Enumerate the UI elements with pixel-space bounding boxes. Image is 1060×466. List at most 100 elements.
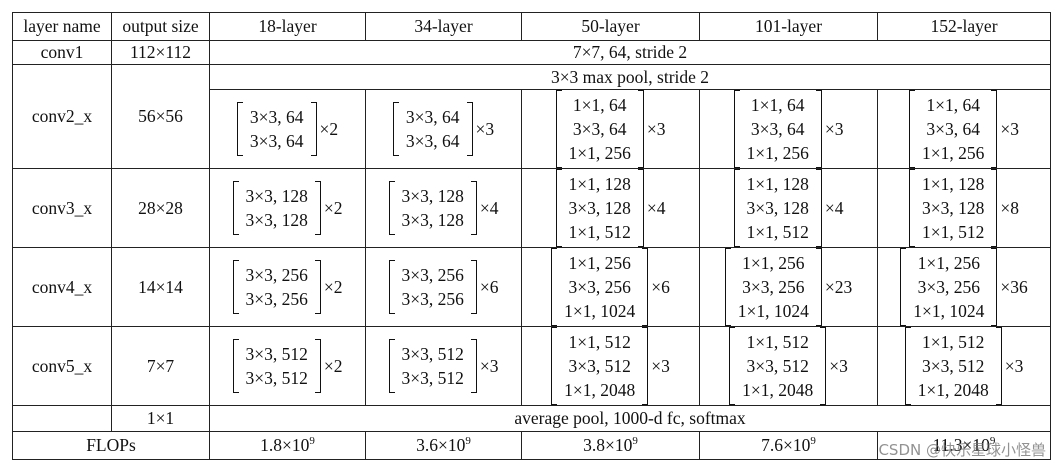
block-spec: 3×3, 256 3×3, 256 ×2 xyxy=(232,260,343,314)
left-bracket xyxy=(724,248,731,326)
bracket-matrix: 1×1, 512 3×3, 512 1×1, 2048 xyxy=(729,327,827,405)
block-layer-line: 1×1, 512 xyxy=(922,222,985,242)
block-spec: 3×3, 64 3×3, 64 ×3 xyxy=(392,102,494,156)
header-output-size: output size xyxy=(111,12,210,41)
block-layer-line: 1×1, 128 xyxy=(746,174,809,194)
block-layer-line: 1×1, 2048 xyxy=(917,380,989,400)
block-multiplier: ×3 xyxy=(479,355,499,376)
block-layer-line: 1×1, 512 xyxy=(746,332,809,352)
block-cell: 3×3, 128 3×3, 128 ×2 xyxy=(209,168,366,248)
block-multiplier: ×3 xyxy=(1000,118,1019,139)
block-multiplier: ×2 xyxy=(323,276,343,297)
block-cell: 1×1, 128 3×3, 128 1×1, 512 ×8 xyxy=(877,168,1051,248)
left-bracket xyxy=(909,169,915,247)
block-multiplier: ×4 xyxy=(479,197,499,218)
conv2-size: 56×56 xyxy=(111,64,210,169)
bracket-matrix: 3×3, 512 3×3, 512 xyxy=(388,339,477,393)
bracket-matrix: 1×1, 64 3×3, 64 1×1, 256 xyxy=(909,90,998,168)
right-bracket xyxy=(820,327,827,405)
block-cell: 3×3, 512 3×3, 512 ×2 xyxy=(209,326,366,406)
flops-exponent: 9 xyxy=(989,435,996,447)
block-multiplier: ×2 xyxy=(323,355,343,376)
conv1-spec: 7×7, 64, stride 2 xyxy=(209,40,1051,65)
left-bracket xyxy=(555,169,562,247)
conv3-size: 28×28 xyxy=(111,168,210,248)
block-layer-line: 3×3, 128 xyxy=(401,186,464,206)
bracket-matrix: 1×1, 256 3×3, 256 1×1, 1024 xyxy=(724,248,822,326)
right-bracket xyxy=(815,90,822,168)
block-layer-line: 1×1, 256 xyxy=(742,253,805,273)
block-layer-line: 3×3, 256 xyxy=(245,265,308,285)
right-bracket xyxy=(314,181,321,235)
left-bracket xyxy=(232,260,239,314)
bracket-matrix: 3×3, 512 3×3, 512 xyxy=(232,339,321,393)
block-spec: 3×3, 512 3×3, 512 ×3 xyxy=(388,339,499,393)
bracket-matrix: 1×1, 256 3×3, 256 1×1, 1024 xyxy=(551,248,649,326)
block-cell: 1×1, 512 3×3, 512 1×1, 2048 ×3 xyxy=(521,326,700,406)
flops-value: 7.6×109 xyxy=(699,431,878,460)
conv1-row: conv1 112×112 7×7, 64, stride 2 xyxy=(12,40,1051,65)
bracket-matrix: 3×3, 256 3×3, 256 xyxy=(388,260,477,314)
left-bracket xyxy=(236,102,243,156)
flops-value: 3.8×109 xyxy=(521,431,700,460)
block-multiplier: ×6 xyxy=(651,276,670,297)
block-cell: 3×3, 256 3×3, 256 ×2 xyxy=(209,247,366,327)
block-layer-line: 3×3, 256 xyxy=(245,289,308,309)
final-size: 1×1 xyxy=(111,405,210,432)
left-bracket xyxy=(551,327,558,405)
left-bracket xyxy=(733,90,740,168)
block-layer-line: 1×1, 256 xyxy=(568,253,631,273)
bracket-matrix: 1×1, 256 3×3, 256 1×1, 1024 xyxy=(900,248,998,326)
block-multiplier: ×2 xyxy=(319,118,339,139)
final-spec: average pool, 1000-d fc, softmax xyxy=(209,405,1051,432)
block-spec: 1×1, 128 3×3, 128 1×1, 512 ×8 xyxy=(909,169,1019,247)
resnet-architecture-table: layer name output size 18-layer 34-layer… xyxy=(12,12,1051,460)
block-layer-line: 1×1, 2048 xyxy=(742,380,814,400)
conv1-size: 112×112 xyxy=(111,40,210,65)
block-layer-line: 1×1, 256 xyxy=(746,143,809,163)
block-cell: 1×1, 128 3×3, 128 1×1, 512 ×4 xyxy=(521,168,700,248)
block-cell: 3×3, 64 3×3, 64 ×2 xyxy=(209,89,366,169)
block-spec: 1×1, 64 3×3, 64 1×1, 256 ×3 xyxy=(733,90,844,168)
right-bracket xyxy=(991,248,998,326)
block-layer-line: 3×3, 512 xyxy=(568,356,631,376)
right-bracket xyxy=(815,169,822,247)
right-bracket xyxy=(637,169,644,247)
block-cell: 3×3, 512 3×3, 512 ×3 xyxy=(365,326,522,406)
right-bracket xyxy=(466,102,473,156)
block-multiplier: ×4 xyxy=(824,197,844,218)
left-bracket xyxy=(392,102,399,156)
block-layer-line: 3×3, 64 xyxy=(926,119,980,139)
header-layer-name: layer name xyxy=(12,12,112,41)
flops-exponent: 9 xyxy=(632,435,638,447)
block-layer-line: 1×1, 256 xyxy=(917,253,980,273)
bracket-matrix: 3×3, 128 3×3, 128 xyxy=(388,181,477,235)
block-cell: 3×3, 128 3×3, 128 ×4 xyxy=(365,168,522,248)
block-layer-line: 1×1, 1024 xyxy=(564,301,636,321)
block-multiplier: ×36 xyxy=(1000,276,1028,297)
conv4-size: 14×14 xyxy=(111,247,210,327)
bracket-matrix: 1×1, 64 3×3, 64 1×1, 256 xyxy=(555,90,644,168)
block-multiplier: ×3 xyxy=(1004,355,1024,376)
block-cell: 3×3, 256 3×3, 256 ×6 xyxy=(365,247,522,327)
conv1-name: conv1 xyxy=(12,40,112,65)
flops-label: FLOPs xyxy=(12,431,210,460)
right-bracket xyxy=(314,339,321,393)
block-cell: 1×1, 256 3×3, 256 1×1, 1024 ×6 xyxy=(521,247,700,327)
block-layer-line: 1×1, 512 xyxy=(922,332,985,352)
right-bracket xyxy=(642,248,649,326)
final-row: 1×1 average pool, 1000-d fc, softmax xyxy=(12,405,1051,432)
flops-exponent: 9 xyxy=(810,435,816,447)
conv3-name: conv3_x xyxy=(12,168,112,248)
header-101-layer: 101-layer xyxy=(699,12,878,41)
flops-base: 3.6×10 xyxy=(416,435,466,455)
block-layer-line: 1×1, 1024 xyxy=(737,301,809,321)
conv5-row: conv5_x 7×7 3×3, 512 3×3, 512 ×2 3×3, 512 3×… xyxy=(12,326,1051,406)
maxpool-spec: 3×3 max pool, stride 2 xyxy=(209,64,1051,90)
right-bracket xyxy=(991,169,998,247)
block-cell: 1×1, 256 3×3, 256 1×1, 1024 ×36 xyxy=(877,247,1051,327)
bracket-matrix: 3×3, 64 3×3, 64 xyxy=(236,102,317,156)
block-layer-line: 1×1, 64 xyxy=(750,95,805,115)
block-layer-line: 3×3, 128 xyxy=(245,186,308,206)
block-multiplier: ×3 xyxy=(651,355,670,376)
